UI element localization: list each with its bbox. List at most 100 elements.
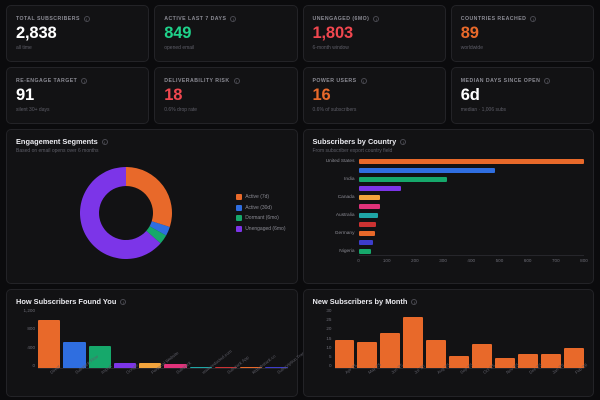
legend-item[interactable]: Unengaged (6mo) xyxy=(235,225,286,232)
x-axis-tick: 700 xyxy=(551,258,560,263)
bar[interactable] xyxy=(403,316,424,368)
country-bar[interactable] xyxy=(358,212,378,219)
kpi-label: COUNTRIES REACHED xyxy=(460,16,527,23)
bar[interactable] xyxy=(334,340,355,368)
country-bar[interactable] xyxy=(358,176,448,183)
kpi-label-row: POWER USERS i xyxy=(313,78,436,85)
found-y-axis: 1,200 800 400 0 xyxy=(16,308,38,369)
bar[interactable] xyxy=(472,344,493,368)
x-tick-slot: Personal Website xyxy=(139,350,180,386)
info-icon[interactable]: i xyxy=(530,16,537,23)
bar[interactable] xyxy=(113,363,136,368)
info-icon[interactable]: i xyxy=(411,298,418,305)
x-tick-slot: Subscription Transfer xyxy=(265,346,311,386)
x-tick-slot: Jul '25 xyxy=(403,363,426,386)
legend-item[interactable]: Active (7d) xyxy=(235,194,286,201)
donut-slice[interactable] xyxy=(125,167,172,227)
engagement-title-row: Engagement Segments i xyxy=(16,137,288,146)
found-title-row: How Subscribers Found You i xyxy=(16,297,288,306)
bar[interactable] xyxy=(449,356,470,368)
y-axis-tick: 15 xyxy=(326,335,332,341)
country-bar[interactable] xyxy=(358,167,496,174)
info-icon[interactable]: i xyxy=(400,138,407,145)
x-tick-slot: Nov '25 xyxy=(495,362,519,386)
bar[interactable] xyxy=(139,363,162,368)
info-icon[interactable]: i xyxy=(544,78,551,85)
kpi-subtext: worldwide xyxy=(460,44,483,51)
legend-label: Dormant (6mo) xyxy=(245,215,279,222)
country-label: Nigeria xyxy=(339,249,355,254)
country-bar[interactable] xyxy=(358,194,381,201)
kpi-value: 6d xyxy=(460,86,480,105)
bar[interactable] xyxy=(164,363,187,368)
x-axis-tick: 500 xyxy=(495,258,504,263)
bar-column xyxy=(139,309,162,368)
y-axis-tick: 800 xyxy=(27,326,35,332)
found-panel-title: How Subscribers Found You xyxy=(16,297,117,306)
donut-slice[interactable] xyxy=(79,167,161,259)
bar[interactable] xyxy=(63,342,86,368)
x-axis-tick: 300 xyxy=(439,258,447,263)
country-bar[interactable] xyxy=(358,185,401,192)
y-axis-tick: 30 xyxy=(326,308,332,313)
kpi-label-row: RE-ENGAGE TARGET i xyxy=(16,78,139,85)
info-icon[interactable]: i xyxy=(373,16,380,23)
bar[interactable] xyxy=(265,367,288,368)
kpi-value: 849 xyxy=(164,24,192,43)
info-icon[interactable]: i xyxy=(101,138,108,145)
kpi-label-row: ACTIVE LAST 7 DAYS i xyxy=(164,16,287,23)
bar[interactable] xyxy=(495,358,516,368)
bar[interactable] xyxy=(380,332,401,368)
country-bar[interactable] xyxy=(358,230,376,237)
engagement-subtitle: Based on email opens over 6 months xyxy=(16,148,99,154)
country-bar-row xyxy=(358,185,585,192)
legend-item[interactable]: Dormant (6mo) xyxy=(235,215,286,222)
bar-column xyxy=(88,309,111,368)
info-icon[interactable]: i xyxy=(83,16,90,23)
kpi-label-row: DELIVERABILITY RISK i xyxy=(164,78,287,85)
country-bar[interactable] xyxy=(358,221,376,228)
found-chart-area: 1,200 800 400 0 Direct Substack Flow Import Go… xyxy=(16,308,312,387)
bar[interactable] xyxy=(518,354,539,368)
country-bar[interactable] xyxy=(358,203,380,210)
x-tick-slot: Sep '25 xyxy=(449,362,473,386)
bar[interactable] xyxy=(564,348,584,368)
info-icon[interactable]: i xyxy=(81,78,88,85)
legend-label: Active (30d) xyxy=(245,204,272,211)
bar[interactable] xyxy=(426,340,447,368)
country-bar-row xyxy=(358,221,585,228)
country-bar[interactable] xyxy=(358,159,584,165)
bar[interactable] xyxy=(214,366,237,368)
legend-label: Unengaged (6mo) xyxy=(245,225,286,232)
y-axis-tick: 400 xyxy=(27,344,35,350)
country-panel-title: Subscribers by Country xyxy=(312,137,397,146)
bar[interactable] xyxy=(240,366,263,368)
bar[interactable] xyxy=(88,346,111,368)
bar[interactable] xyxy=(38,319,61,368)
x-tick-slot: Google xyxy=(114,362,139,386)
bar-column xyxy=(240,309,263,368)
info-icon[interactable]: i xyxy=(360,78,367,85)
country-bar[interactable] xyxy=(358,239,374,245)
bar[interactable] xyxy=(189,366,212,368)
bar[interactable] xyxy=(541,354,562,368)
donut-slice[interactable] xyxy=(146,226,166,244)
info-icon[interactable]: i xyxy=(230,16,237,23)
x-axis-tick: 100 xyxy=(382,258,391,263)
bar-column xyxy=(541,309,562,368)
kpi-label-row: TOTAL SUBSCRIBERS i xyxy=(16,16,139,23)
country-label: Germany xyxy=(334,231,355,236)
info-icon[interactable]: i xyxy=(233,78,240,85)
info-icon[interactable]: i xyxy=(120,298,127,305)
donut-slice[interactable] xyxy=(149,221,170,236)
bar[interactable] xyxy=(357,342,378,368)
country-bar[interactable] xyxy=(358,248,372,254)
legend-item[interactable]: Active (30d) xyxy=(235,204,286,211)
x-axis-tick: 200 xyxy=(411,258,419,263)
legend-swatch xyxy=(235,215,242,222)
x-tick-slot: Import xyxy=(89,363,113,386)
country-bar-row xyxy=(358,194,585,201)
country-title-row: Subscribers by Country i xyxy=(313,137,585,146)
donut-chart xyxy=(79,167,172,259)
